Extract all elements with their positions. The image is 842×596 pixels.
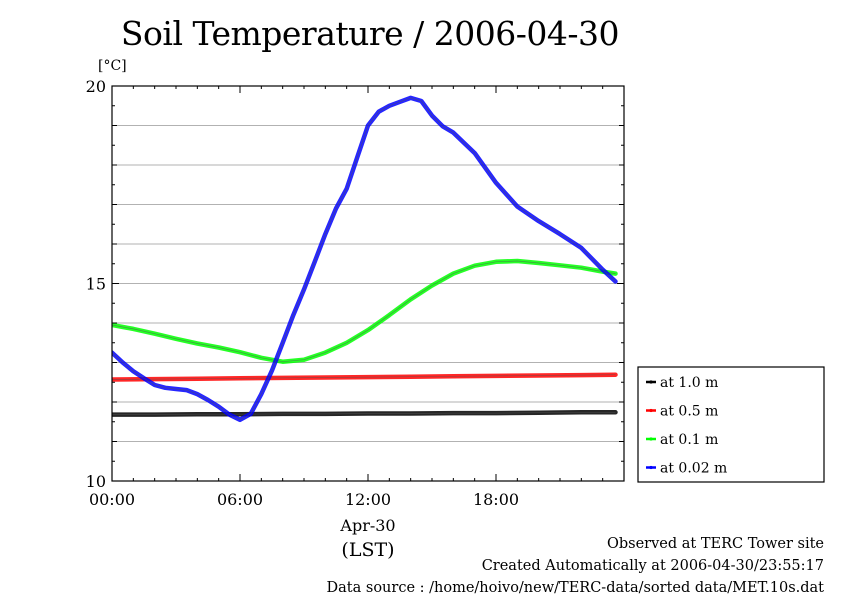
x-tick-label: 18:00 — [473, 490, 519, 509]
x-tick-label: 12:00 — [345, 490, 391, 509]
gridlines — [112, 125, 624, 442]
x-tick-label: 00:00 — [89, 490, 135, 509]
chart-title: Soil Temperature / 2006-04-30 — [120, 14, 620, 53]
x-axis-unit-label: (LST) — [341, 539, 394, 561]
y-tick-label: 15 — [86, 275, 106, 294]
legend-label: at 0.5 m — [660, 404, 718, 420]
y-axis-unit-label: [°C] — [98, 58, 127, 74]
legend-label: at 0.02 m — [660, 461, 727, 477]
legend-box — [637, 366, 825, 483]
series-core-at-1-0-m — [112, 411, 616, 415]
legend-marker — [649, 437, 653, 441]
legend-marker — [649, 380, 653, 384]
footer-source: Data source : /home/hoivo/new/TERC-data/… — [326, 580, 824, 596]
footer-site: Observed at TERC Tower site — [606, 536, 824, 552]
legend-label: at 1.0 m — [660, 375, 718, 391]
legend: at 1.0 m at 0.5 m at 0.1 m at 0.02 m — [637, 366, 825, 483]
legend-label: at 0.1 m — [660, 432, 718, 448]
series-core-at-0-5-m — [112, 374, 616, 380]
series-core-at-0-02-m — [112, 97, 616, 421]
series-core-at-0-1-m — [112, 260, 616, 363]
y-tick-label: 20 — [86, 77, 106, 96]
series-line-at-0-1-m — [112, 258, 618, 364]
axis-ticks: 10 15 20 00:00 06:00 12:00 18:00 — [86, 77, 625, 509]
series-line-at-0-02-m — [112, 95, 618, 423]
series-lines — [112, 95, 618, 423]
y-tick-label: 10 — [86, 472, 106, 491]
x-axis-date-label: Apr-30 — [339, 516, 395, 535]
x-tick-label: 06:00 — [217, 490, 263, 509]
legend-marker — [649, 465, 653, 470]
legend-marker — [649, 408, 653, 413]
footer-created: Created Automatically at 2006-04-30/23:5… — [481, 558, 824, 574]
